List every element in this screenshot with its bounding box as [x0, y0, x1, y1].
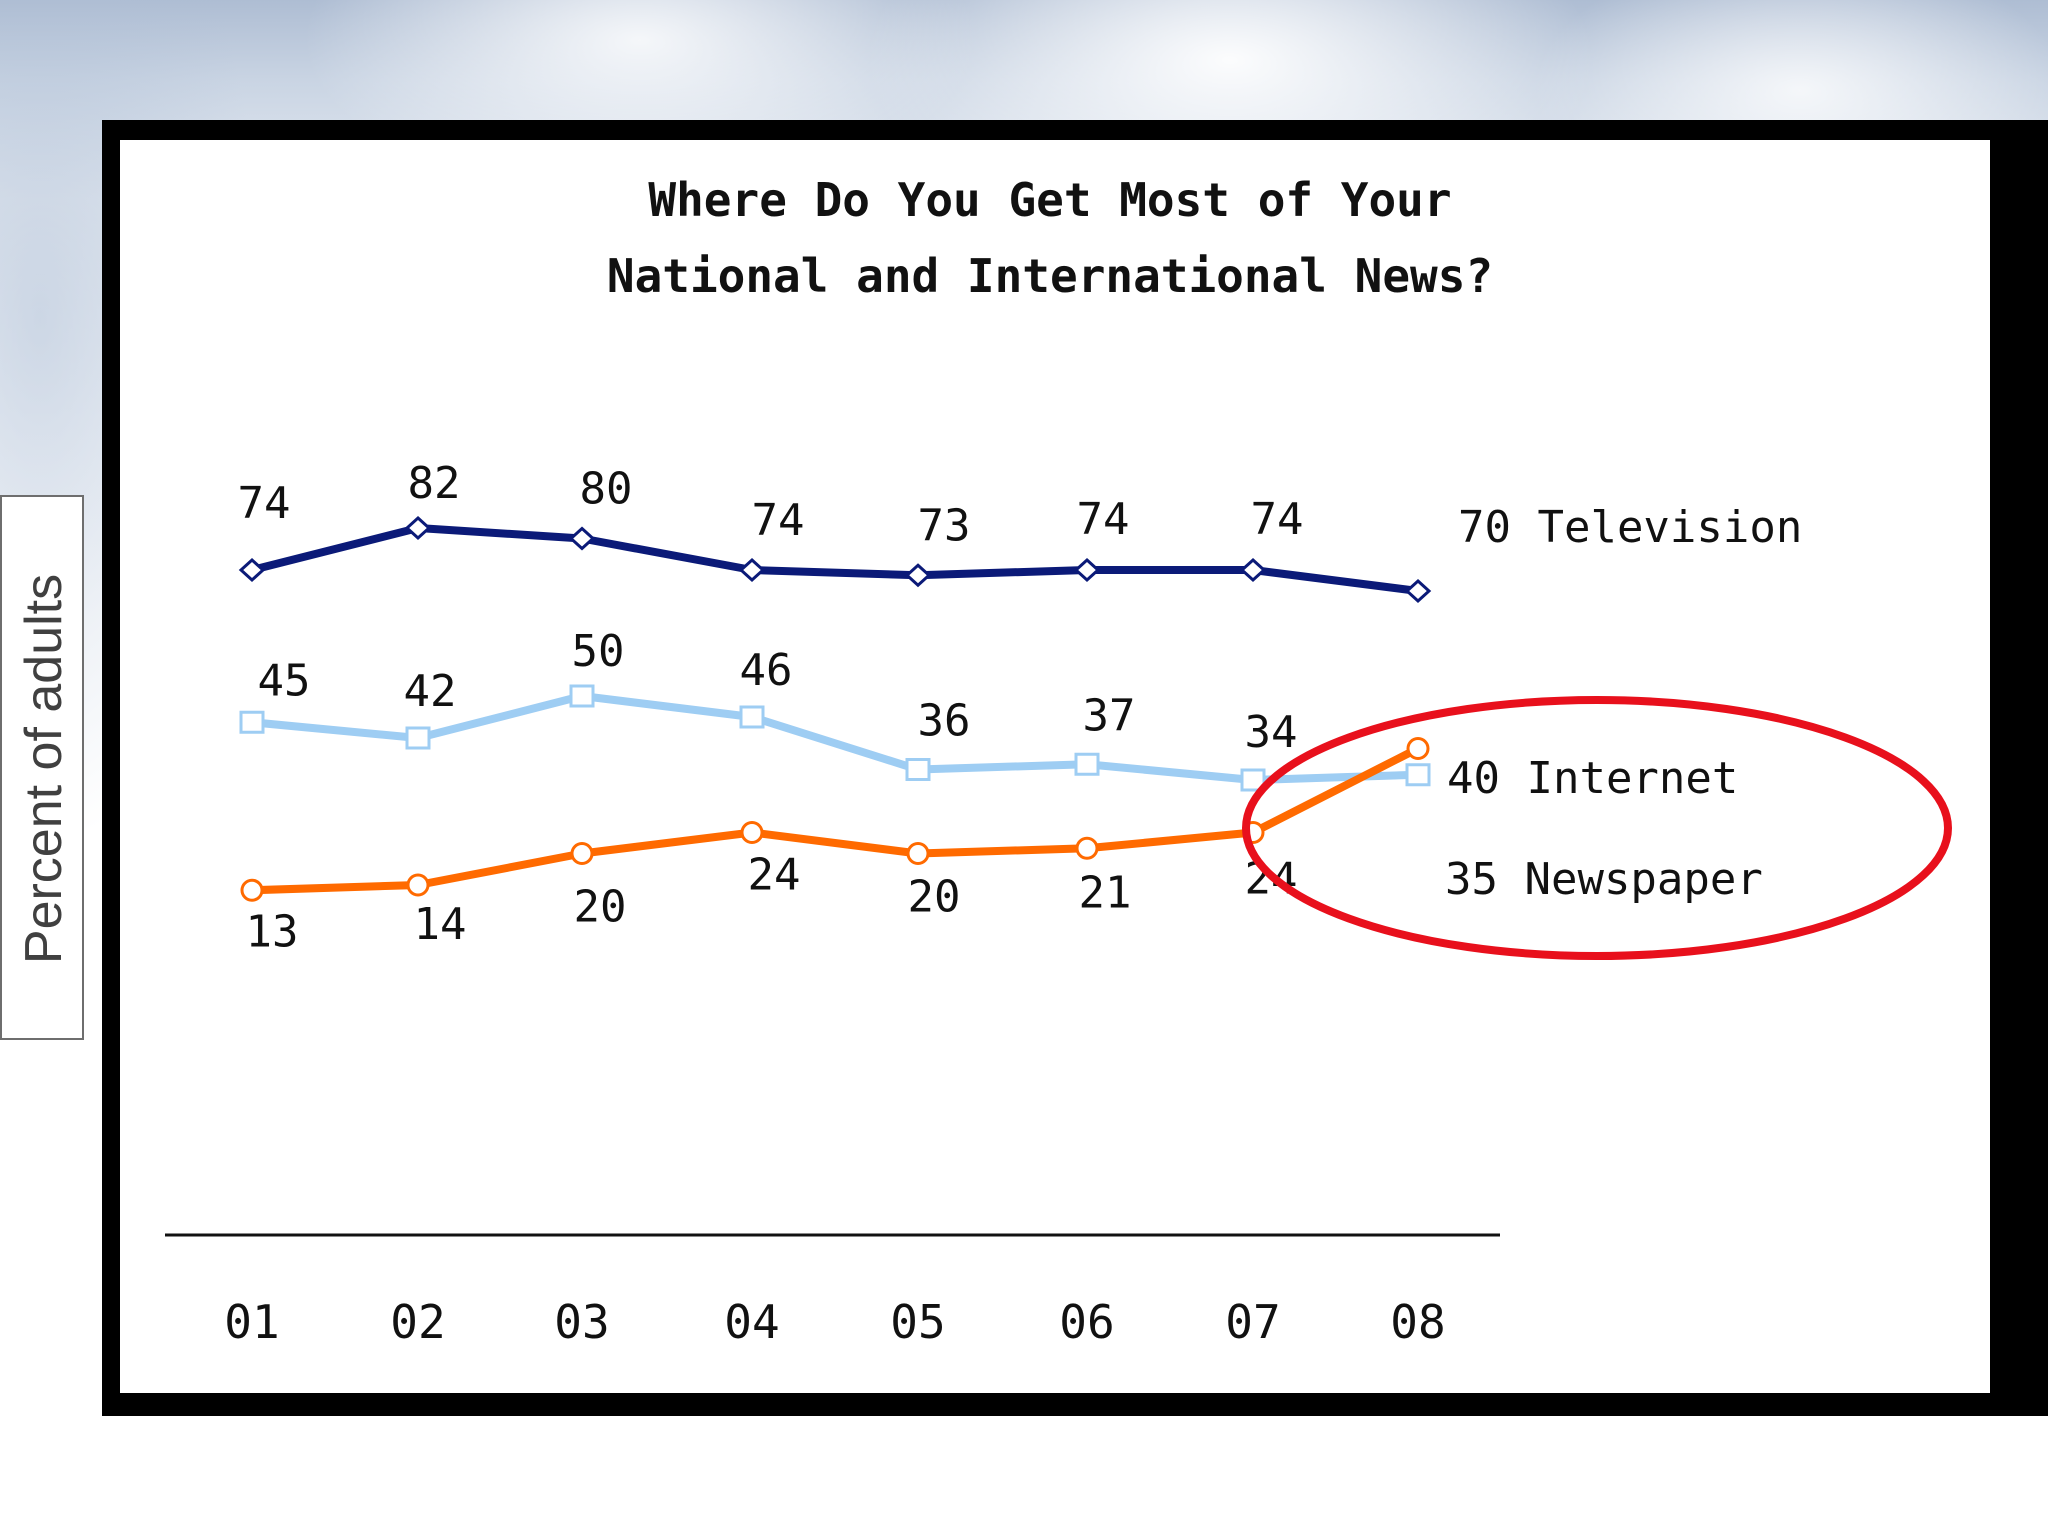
point-internet-08 — [1406, 737, 1430, 760]
data-label-television-01: 74 — [238, 478, 291, 529]
data-label-newspaper-03: 50 — [572, 626, 625, 677]
point-newspaper-02 — [405, 726, 431, 750]
point-television-02 — [404, 515, 432, 541]
data-label-newspaper-05: 36 — [918, 696, 971, 747]
end-label-newspaper: 35 Newspaper — [1445, 854, 1763, 905]
point-television-08 — [1404, 578, 1432, 604]
point-television-04 — [738, 557, 766, 583]
x-tick-label-04: 04 — [724, 1295, 779, 1349]
highlight-ellipse — [1242, 696, 1952, 960]
data-label-television-06: 74 — [1077, 494, 1130, 545]
end-label-television: 70 Television — [1458, 502, 1802, 553]
point-internet-03 — [570, 842, 594, 865]
point-newspaper-05 — [905, 758, 931, 781]
data-label-internet-02: 14 — [414, 899, 467, 950]
data-label-television-02: 82 — [408, 458, 461, 509]
x-tick-label-05: 05 — [890, 1295, 945, 1349]
x-axis-tick-labels: 01 02 03 04 05 06 07 08 — [224, 1295, 1445, 1349]
x-tick-label-01: 01 — [224, 1295, 279, 1349]
chart-title-line-2: National and International News? — [607, 249, 1493, 303]
data-label-internet-06: 21 — [1079, 867, 1132, 918]
data-label-television-03: 80 — [580, 464, 633, 515]
point-television-07 — [1239, 557, 1267, 583]
point-newspaper-04 — [739, 705, 765, 729]
point-internet-02 — [406, 873, 430, 897]
point-newspaper-01 — [239, 710, 265, 734]
point-internet-05 — [906, 842, 930, 865]
data-label-internet-01: 13 — [246, 906, 299, 957]
data-label-newspaper-01: 45 — [258, 655, 311, 706]
point-television-01 — [238, 557, 266, 583]
data-label-newspaper-06: 37 — [1083, 690, 1136, 741]
y-axis-label-box: Percent of adults — [0, 495, 84, 1040]
x-tick-label-03: 03 — [554, 1295, 609, 1349]
data-label-television-04: 74 — [752, 495, 805, 546]
x-tick-label-08: 08 — [1390, 1295, 1445, 1349]
point-internet-06 — [1075, 836, 1099, 860]
point-television-03 — [568, 526, 596, 551]
data-label-internet-05: 20 — [908, 872, 961, 923]
series-layer — [238, 515, 1432, 902]
end-label-internet: 40 Internet — [1447, 753, 1738, 804]
point-newspaper-07 — [1240, 768, 1266, 792]
point-internet-04 — [740, 821, 764, 844]
chart-title-line-1: Where Do You Get Most of Your — [648, 173, 1451, 227]
point-newspaper-06 — [1074, 752, 1100, 776]
data-label-television-07: 74 — [1251, 494, 1304, 545]
data-label-television-05: 73 — [918, 500, 971, 551]
point-internet-01 — [240, 878, 264, 902]
point-newspaper-03 — [569, 684, 595, 708]
data-label-newspaper-04: 46 — [740, 645, 793, 696]
point-television-05 — [904, 563, 932, 588]
point-television-06 — [1073, 557, 1101, 583]
data-label-internet-04: 24 — [748, 850, 801, 901]
x-tick-label-07: 07 — [1225, 1295, 1280, 1349]
point-newspaper-08 — [1405, 763, 1431, 787]
series-line-television — [248, 524, 1422, 595]
x-tick-label-02: 02 — [390, 1295, 445, 1349]
series-line-internet — [248, 744, 1422, 895]
data-label-newspaper-02: 42 — [404, 666, 457, 717]
data-labels-layer: 74 82 80 74 73 74 74 70 Television 45 42 50 46 36 37 3… — [238, 458, 1803, 957]
data-label-internet-03: 20 — [574, 882, 627, 933]
data-label-newspaper-07: 34 — [1245, 707, 1298, 758]
x-tick-label-06: 06 — [1059, 1295, 1114, 1349]
series-line-newspaper — [248, 692, 1422, 784]
